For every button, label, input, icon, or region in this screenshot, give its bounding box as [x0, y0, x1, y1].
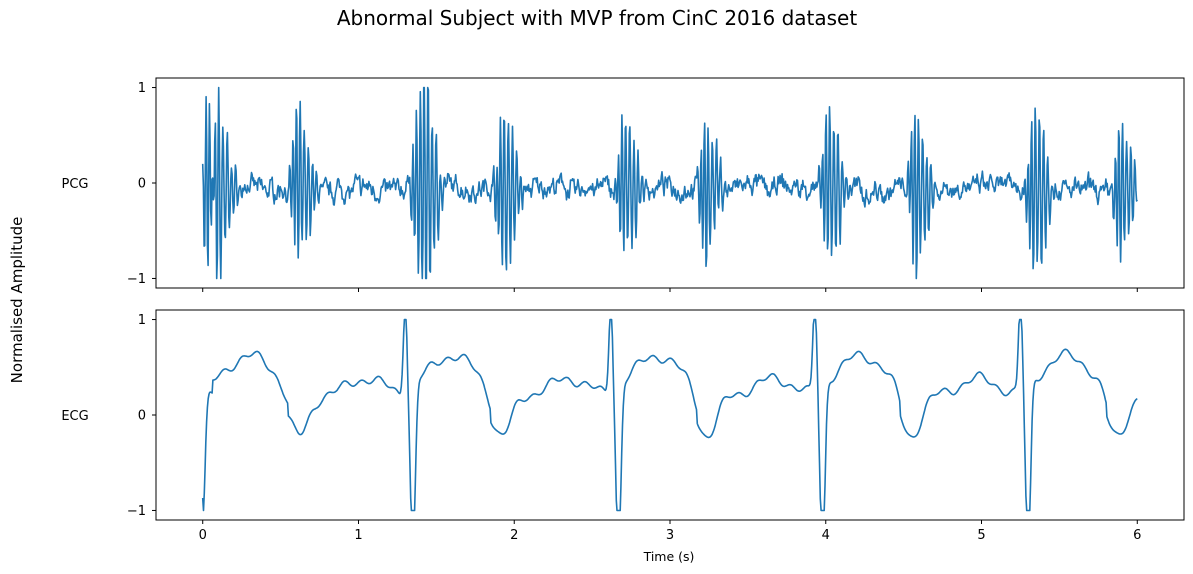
ecg-series-label: ECG [61, 409, 88, 424]
y-axis-label: Normalised Amplitude [8, 217, 26, 384]
x-tick-label: 0 [199, 528, 207, 543]
x-tick-label: 6 [1133, 528, 1141, 543]
y-tick-label: −1 [127, 504, 146, 519]
x-tick-label: 5 [977, 528, 985, 543]
chart-title: Abnormal Subject with MVP from CinC 2016… [337, 6, 858, 30]
x-tick-label: 3 [666, 528, 674, 543]
ecg-panel: 1 0 −1 0 1 2 3 4 5 6 [127, 309, 1185, 543]
pcg-series-line [201, 86, 1138, 280]
y-tick-label: 1 [138, 313, 146, 328]
pcg-panel: 1 0 −1 [127, 77, 1185, 292]
y-tick-label: 0 [138, 409, 146, 424]
y-tick-label: −1 [127, 272, 146, 287]
x-axis-label: Time (s) [643, 549, 695, 564]
y-tick-label: 0 [138, 177, 146, 192]
x-tick-label: 4 [822, 528, 830, 543]
x-tick-label: 2 [510, 528, 518, 543]
x-tick-label: 1 [354, 528, 362, 543]
pcg-series-label: PCG [62, 177, 89, 192]
ecg-series-line [201, 318, 1138, 512]
y-tick-label: 1 [138, 81, 146, 96]
